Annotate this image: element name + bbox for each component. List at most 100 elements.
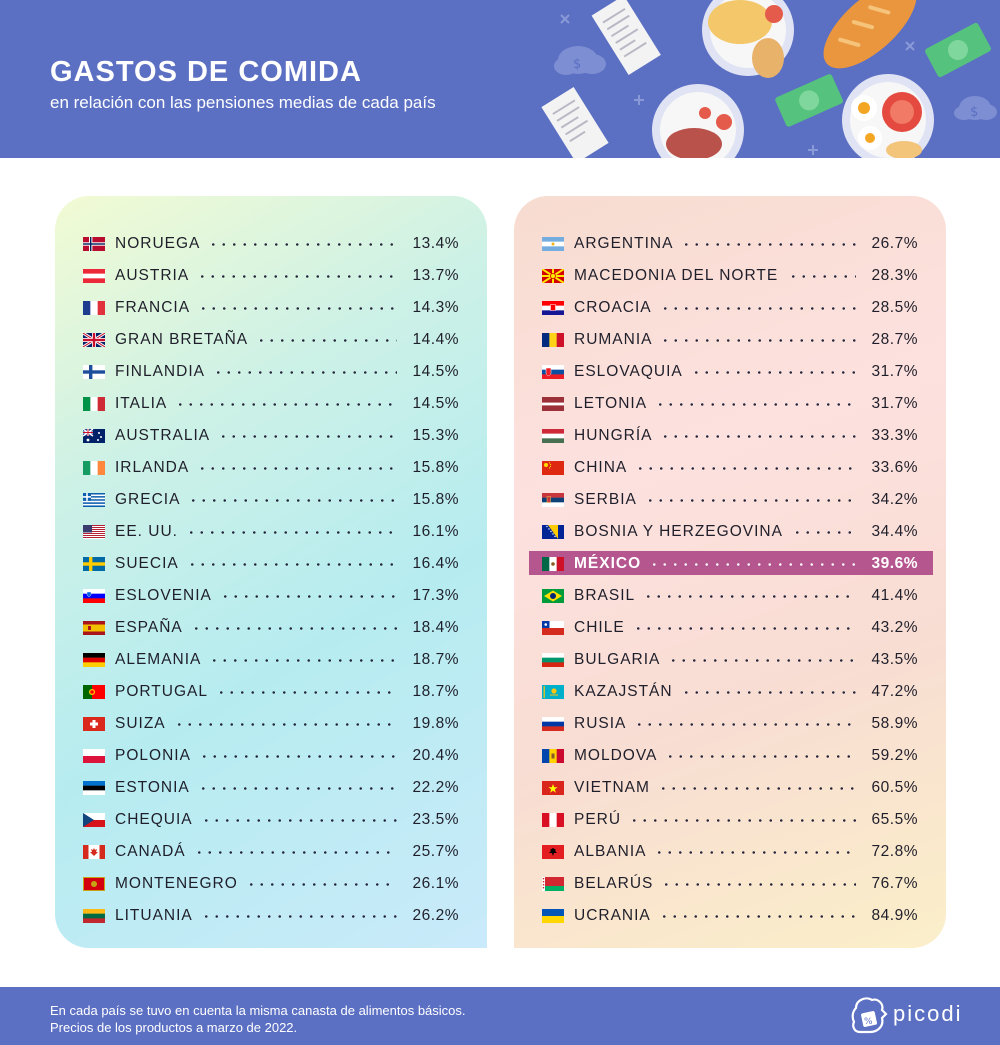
percentage-value: 41.4%	[871, 587, 918, 604]
table-row: RUSIA 58.9%	[514, 712, 946, 736]
dot-leader	[185, 531, 397, 534]
table-row: LITUANIA 26.2%	[55, 904, 487, 928]
hungary-flag-icon	[542, 429, 564, 443]
percentage-value: 58.9%	[871, 715, 918, 732]
country-name: BELARÚS	[574, 875, 654, 892]
austria-flag-icon	[83, 269, 105, 283]
spain-flag-icon	[83, 621, 105, 635]
percentage-value: 17.3%	[412, 587, 459, 604]
north-macedonia-flag-icon	[542, 269, 564, 283]
serbia-flag-icon	[542, 493, 564, 507]
percentage-value: 15.3%	[412, 427, 459, 444]
table-row: ALBANIA 72.8%	[514, 840, 946, 864]
table-row: IRLANDA 15.8%	[55, 456, 487, 480]
mexico-flag-icon	[542, 557, 564, 571]
estonia-flag-icon	[83, 781, 105, 795]
table-row: FINLANDIA 14.5%	[55, 360, 487, 384]
ukraine-flag-icon	[542, 909, 564, 923]
percentage-value: 18.7%	[412, 683, 459, 700]
uk-flag-icon	[83, 333, 105, 347]
percentage-value: 33.6%	[871, 459, 918, 476]
percentage-value: 26.1%	[412, 875, 459, 892]
table-row: LETONIA 31.7%	[514, 392, 946, 416]
dot-leader	[186, 563, 397, 566]
norway-flag-icon	[83, 237, 105, 251]
dot-leader	[256, 339, 397, 342]
dot-leader	[787, 275, 856, 278]
table-row: SUECIA 16.4%	[55, 552, 487, 576]
percentage-value: 33.3%	[871, 427, 918, 444]
percentage-value: 14.3%	[412, 299, 459, 316]
dot-leader	[219, 595, 397, 598]
percentage-value: 34.4%	[871, 523, 918, 540]
moldova-flag-icon	[542, 749, 564, 763]
table-row: SERBIA 34.2%	[514, 488, 946, 512]
country-name: FINLANDIA	[115, 363, 205, 380]
footer-note-2: Precios de los productos a marzo de 2022…	[50, 1020, 298, 1035]
dot-leader	[792, 531, 856, 534]
country-name: ESPAÑA	[115, 619, 183, 636]
table-row: ARGENTINA 26.7%	[514, 232, 946, 256]
country-name: MACEDONIA DEL NORTE	[574, 267, 779, 284]
germany-flag-icon	[83, 653, 105, 667]
country-name: PORTUGAL	[115, 683, 208, 700]
dot-leader	[690, 371, 856, 374]
belarus-flag-icon	[542, 877, 564, 891]
page-title: GASTOS DE COMIDA	[50, 56, 362, 88]
table-row: ITALIA 14.5%	[55, 392, 487, 416]
dot-leader	[657, 787, 856, 790]
percentage-value: 47.2%	[871, 683, 918, 700]
china-flag-icon	[542, 461, 564, 475]
table-row: BULGARIA 43.5%	[514, 648, 946, 672]
table-row: CHEQUIA 23.5%	[55, 808, 487, 832]
dot-leader	[660, 435, 856, 438]
country-name: MONTENEGRO	[115, 875, 238, 892]
dot-leader	[661, 883, 856, 886]
dot-leader	[680, 691, 856, 694]
bulgaria-flag-icon	[542, 653, 564, 667]
dot-leader	[668, 659, 856, 662]
dot-leader	[658, 915, 856, 918]
percentage-value: 28.7%	[871, 331, 918, 348]
table-row: BELARÚS 76.7%	[514, 872, 946, 896]
country-name: GRECIA	[115, 491, 181, 508]
percentage-value: 43.5%	[871, 651, 918, 668]
canada-flag-icon	[83, 845, 105, 859]
percentage-value: 31.7%	[871, 363, 918, 380]
table-row: CHINA 33.6%	[514, 456, 946, 480]
dot-leader	[660, 339, 856, 342]
table-row: MACEDONIA DEL NORTE 28.3%	[514, 264, 946, 288]
country-name: ITALIA	[115, 395, 168, 412]
dot-leader	[215, 691, 397, 694]
table-row: UCRANIA 84.9%	[514, 904, 946, 928]
dot-leader	[208, 243, 397, 246]
sweden-flag-icon	[83, 557, 105, 571]
dot-leader	[200, 819, 397, 822]
table-row: BOSNIA Y HERZEGOVINA 34.4%	[514, 520, 946, 544]
dot-leader	[173, 723, 397, 726]
percentage-value: 22.2%	[412, 779, 459, 796]
dot-leader	[629, 819, 856, 822]
country-name: BULGARIA	[574, 651, 661, 668]
country-name: ESLOVAQUIA	[574, 363, 683, 380]
percentage-value: 13.4%	[412, 235, 459, 252]
svg-text:$: $	[573, 57, 581, 72]
dot-leader	[209, 659, 397, 662]
table-row: CROACIA 28.5%	[514, 296, 946, 320]
czechia-flag-icon	[83, 813, 105, 827]
country-name: LITUANIA	[115, 907, 193, 924]
table-row: KAZAJSTÁN 47.2%	[514, 680, 946, 704]
left-panel: NORUEGA 13.4% AUSTRIA 13.7% FRANCIA 14.3% GRAN…	[55, 196, 487, 948]
country-name: BOSNIA Y HERZEGOVINA	[574, 523, 783, 540]
country-name: RUMANIA	[574, 331, 653, 348]
percentage-value: 26.7%	[871, 235, 918, 252]
australia-flag-icon	[83, 429, 105, 443]
country-name: SUIZA	[115, 715, 166, 732]
country-name: FRANCIA	[115, 299, 191, 316]
table-row: FRANCIA 14.3%	[55, 296, 487, 320]
table-row: CANADÁ 25.7%	[55, 840, 487, 864]
argentina-flag-icon	[542, 237, 564, 251]
right-panel: ARGENTINA 26.7% MACEDONIA DEL NORTE 28.3% CR…	[514, 196, 946, 948]
food-illustration: $$	[541, 0, 997, 158]
greece-flag-icon	[83, 493, 105, 507]
